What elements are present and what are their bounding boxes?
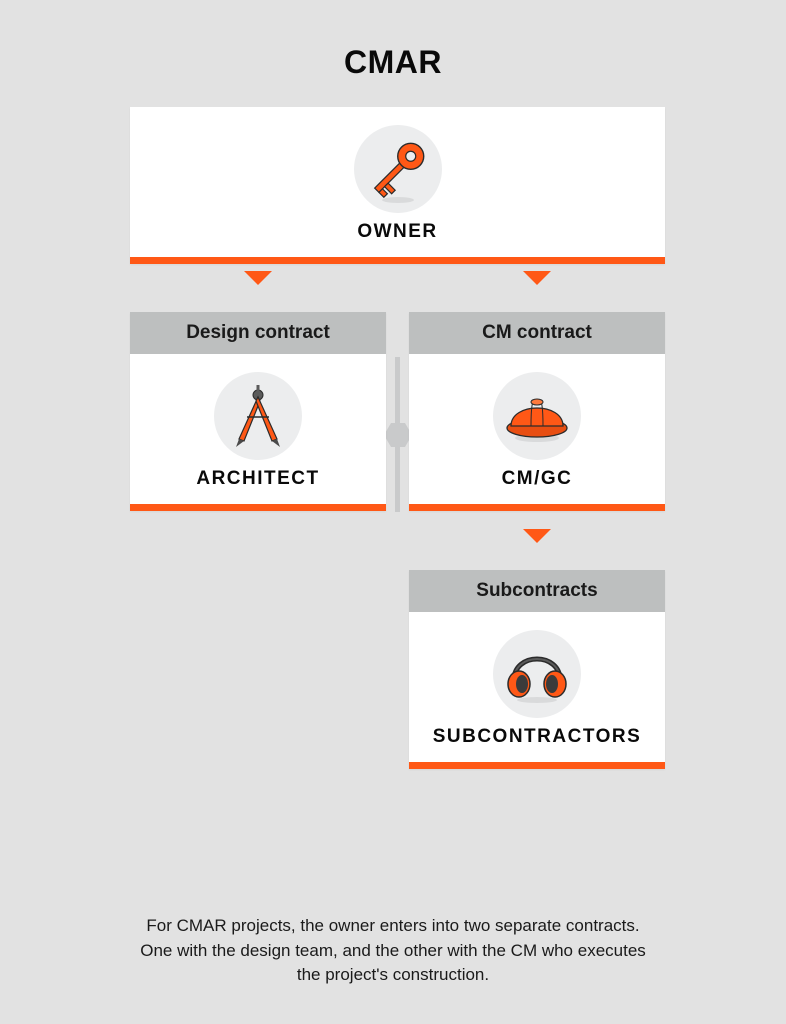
architect-card: Design contract ARCHIT — [130, 312, 386, 511]
design-contract-header: Design contract — [130, 312, 386, 354]
sub-accent-bar — [409, 762, 665, 769]
architect-accent-bar — [130, 504, 386, 511]
subcontracts-header: Subcontracts — [409, 570, 665, 612]
arrow-owner-architect — [244, 271, 272, 285]
architect-label: ARCHITECT — [130, 468, 386, 504]
hex-connector — [384, 423, 412, 447]
hardhat-icon — [493, 372, 581, 460]
compass-icon — [214, 372, 302, 460]
arrow-cmgc-sub — [523, 529, 551, 543]
subcontractors-label: SUBCONTRACTORS — [409, 726, 665, 762]
cmgc-card: CM contract CM/GC — [409, 312, 665, 511]
page-title: CMAR — [0, 0, 786, 81]
headphones-icon — [493, 630, 581, 718]
owner-accent-bar — [130, 257, 665, 264]
cmgc-label: CM/GC — [409, 468, 665, 504]
footer-description: For CMAR projects, the owner enters into… — [0, 914, 786, 988]
subcontractors-card: Subcontracts SUBCONTRACTORS — [409, 570, 665, 769]
owner-label: OWNER — [130, 221, 665, 257]
cmgc-accent-bar — [409, 504, 665, 511]
cm-contract-header: CM contract — [409, 312, 665, 354]
arrow-owner-cmgc — [523, 271, 551, 285]
owner-card: OWNER — [130, 107, 665, 264]
key-icon — [354, 125, 442, 213]
